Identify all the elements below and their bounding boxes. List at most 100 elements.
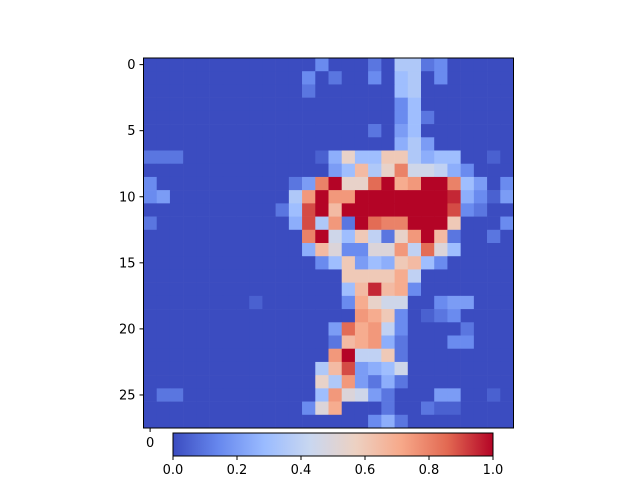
heatmap-cell-r0-c3 [183, 58, 197, 72]
heatmap-cell-r20-c21 [421, 322, 435, 336]
heatmap-cell-r16-c6 [223, 269, 237, 283]
heatmap-cell-r4-c0 [144, 111, 158, 125]
heatmap-cell-r22-c22 [434, 349, 448, 363]
heatmap-cell-r14-c0 [144, 243, 158, 257]
heatmap-cell-r23-c23 [447, 362, 461, 376]
heatmap-cell-r6-c14 [329, 137, 343, 151]
heatmap-cell-r22-c7 [236, 349, 250, 363]
heatmap-cell-r7-c14 [329, 151, 343, 165]
heatmap-cell-r8-c22 [434, 164, 448, 178]
heatmap-cell-r6-c20 [408, 137, 422, 151]
heatmap-cell-r2-c11 [289, 84, 303, 98]
heatmap-cell-r23-c22 [434, 362, 448, 376]
heatmap-cell-r16-c16 [355, 269, 369, 283]
heatmap-cell-r26-c3 [183, 402, 197, 416]
heatmap-cell-r7-c12 [302, 151, 316, 165]
heatmap-cell-r6-c19 [395, 137, 409, 151]
heatmap-cell-r22-c15 [342, 349, 356, 363]
heatmap-cell-r18-c4 [196, 296, 210, 310]
y-tick-label: 25 [119, 388, 136, 403]
heatmap-cell-r1-c11 [289, 71, 303, 85]
heatmap-cell-r25-c0 [144, 388, 158, 402]
heatmap-cell-r16-c19 [395, 269, 409, 283]
heatmap-cell-r3-c18 [381, 98, 395, 112]
heatmap-cell-r21-c3 [183, 336, 197, 350]
heatmap-cell-r16-c21 [421, 269, 435, 283]
heatmap-cell-r7-c24 [461, 151, 475, 165]
heatmap-cell-r6-c9 [262, 137, 276, 151]
heatmap-cell-r8-c8 [249, 164, 263, 178]
heatmap-cell-r10-c14 [329, 190, 343, 204]
heatmap-cell-r6-c4 [196, 137, 210, 151]
heatmap-cell-r21-c4 [196, 336, 210, 350]
heatmap-cell-r19-c2 [170, 309, 184, 323]
heatmap-cell-r15-c18 [381, 256, 395, 270]
heatmap-cell-r7-c11 [289, 151, 303, 165]
heatmap-cell-r16-c10 [276, 269, 290, 283]
heatmap-cell-r11-c23 [447, 203, 461, 217]
heatmap-cell-r23-c6 [223, 362, 237, 376]
heatmap-cell-r11-c17 [368, 203, 382, 217]
heatmap-cell-r13-c7 [236, 230, 250, 244]
heatmap-cell-r15-c17 [368, 256, 382, 270]
heatmap-cell-r22-c9 [262, 349, 276, 363]
heatmap-cell-r16-c17 [368, 269, 382, 283]
heatmap-cell-r5-c27 [500, 124, 514, 138]
heatmap-cell-r20-c10 [276, 322, 290, 336]
heatmap-cell-r5-c15 [342, 124, 356, 138]
heatmap-cell-r6-c24 [461, 137, 475, 151]
heatmap-cell-r27-c10 [276, 415, 290, 429]
colorbar-tick-label: 0.6 [355, 463, 376, 478]
heatmap-cell-r21-c0 [144, 336, 158, 350]
heatmap-cell-r3-c2 [170, 98, 184, 112]
heatmap-cell-r21-c1 [157, 336, 171, 350]
heatmap-cell-r10-c21 [421, 190, 435, 204]
heatmap-cell-r18-c11 [289, 296, 303, 310]
heatmap-cell-r18-c16 [355, 296, 369, 310]
heatmap-cell-r20-c7 [236, 322, 250, 336]
heatmap-cell-r8-c13 [315, 164, 329, 178]
heatmap-cell-r7-c21 [421, 151, 435, 165]
heatmap-cell-r23-c4 [196, 362, 210, 376]
heatmap-cell-r11-c2 [170, 203, 184, 217]
heatmap-cell-r8-c12 [302, 164, 316, 178]
heatmap-cell-r4-c4 [196, 111, 210, 125]
heatmap-cell-r17-c17 [368, 283, 382, 297]
heatmap-cell-r7-c1 [157, 151, 171, 165]
heatmap-cell-r6-c25 [474, 137, 488, 151]
heatmap-cell-r14-c16 [355, 243, 369, 257]
heatmap-cell-r0-c6 [223, 58, 237, 72]
heatmap-cell-r25-c3 [183, 388, 197, 402]
heatmap-cell-r21-c11 [289, 336, 303, 350]
heatmap-cell-r24-c17 [368, 375, 382, 389]
heatmap-cell-r1-c18 [381, 71, 395, 85]
heatmap-cell-r2-c4 [196, 84, 210, 98]
heatmap-cell-r21-c25 [474, 336, 488, 350]
heatmap-cell-r21-c21 [421, 336, 435, 350]
heatmap-cell-r9-c7 [236, 177, 250, 191]
y-tick-label: 20 [119, 322, 136, 337]
heatmap-cell-r21-c8 [249, 336, 263, 350]
heatmap-cell-r26-c7 [236, 402, 250, 416]
heatmap-cell-r25-c18 [381, 388, 395, 402]
heatmap-cell-r15-c19 [395, 256, 409, 270]
heatmap-cell-r8-c14 [329, 164, 343, 178]
heatmap-cell-r1-c4 [196, 71, 210, 85]
heatmap-cell-r25-c25 [474, 388, 488, 402]
heatmap-cell-r19-c24 [461, 309, 475, 323]
heatmap-cell-r4-c19 [395, 111, 409, 125]
heatmap-cell-r13-c14 [329, 230, 343, 244]
heatmap-cell-r8-c26 [487, 164, 501, 178]
heatmap-cell-r23-c5 [210, 362, 224, 376]
heatmap-cell-r11-c0 [144, 203, 158, 217]
heatmap-cell-r9-c17 [368, 177, 382, 191]
heatmap-cell-r26-c2 [170, 402, 184, 416]
heatmap-cell-r24-c12 [302, 375, 316, 389]
heatmap-cell-r16-c0 [144, 269, 158, 283]
heatmap-cell-r22-c21 [421, 349, 435, 363]
heatmap-cell-r1-c8 [249, 71, 263, 85]
colorbar-tick-label: 0.2 [227, 463, 248, 478]
heatmap-cell-r3-c17 [368, 98, 382, 112]
heatmap-cell-r22-c27 [500, 349, 514, 363]
heatmap-cell-r23-c25 [474, 362, 488, 376]
